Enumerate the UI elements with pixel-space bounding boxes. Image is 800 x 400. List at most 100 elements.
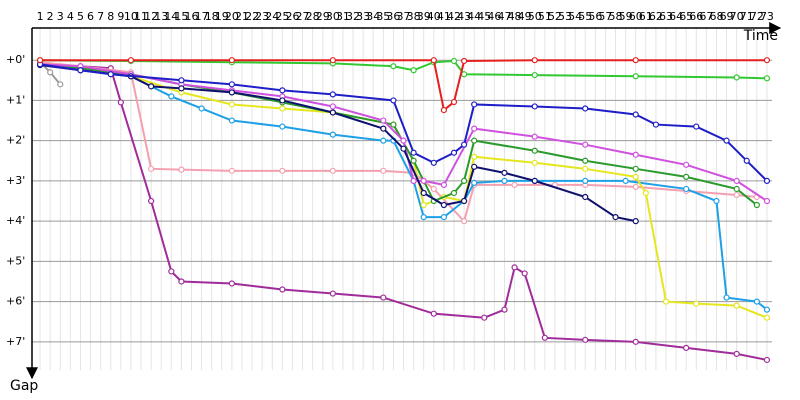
x-tick-label: 24 (265, 10, 279, 23)
x-tick-label: 54 (568, 10, 582, 23)
x-tick-label: 51 (538, 10, 552, 23)
point (228, 57, 235, 64)
point (753, 298, 760, 305)
point (148, 165, 155, 172)
point (148, 197, 155, 205)
x-tick-label: 52 (548, 10, 562, 23)
point (471, 125, 478, 132)
y-tick-label: +0' (6, 53, 25, 66)
x-tick-label: 67 (699, 10, 713, 23)
point (662, 298, 670, 305)
point (410, 177, 417, 184)
point (460, 177, 468, 184)
point (410, 67, 417, 74)
x-tick-label: 19 (215, 10, 229, 23)
point (531, 147, 538, 154)
point (228, 101, 235, 108)
point (329, 57, 336, 64)
point (178, 166, 185, 173)
point (279, 167, 286, 174)
point (763, 356, 771, 364)
point (763, 306, 771, 313)
point (501, 169, 508, 176)
x-tick-label: 13 (154, 10, 168, 23)
point (582, 193, 589, 201)
point (279, 87, 286, 94)
point (390, 97, 397, 104)
point (107, 71, 114, 78)
x-tick-label: 10 (124, 10, 138, 23)
point (683, 344, 690, 351)
point (652, 121, 660, 128)
point (582, 336, 589, 343)
point (329, 131, 336, 138)
x-tick-label: 20 (225, 10, 239, 23)
x-tick-label: 40 (427, 10, 441, 23)
point (763, 314, 771, 321)
point (420, 189, 427, 197)
x-tick-label: 4 (67, 10, 74, 23)
point (228, 89, 235, 96)
y-axis-title: Gap (10, 378, 38, 394)
point (683, 185, 690, 193)
x-tick-label: 66 (689, 10, 703, 23)
point (380, 167, 387, 174)
point (420, 201, 427, 209)
point (420, 214, 427, 221)
point (471, 163, 478, 170)
point (501, 177, 508, 184)
point (733, 191, 740, 199)
x-tick-label: 26 (285, 10, 299, 23)
series-line (40, 63, 768, 361)
point (420, 177, 427, 184)
y-tick-label: +5' (6, 254, 25, 267)
point (531, 103, 538, 110)
x-tick-label: 64 (669, 10, 683, 23)
point (410, 149, 417, 156)
point (501, 306, 508, 313)
point (450, 149, 458, 156)
point (733, 302, 740, 309)
point (471, 179, 478, 187)
point (632, 111, 639, 118)
x-tick-label: 25 (275, 10, 289, 23)
point (450, 189, 458, 197)
point (380, 294, 387, 301)
point (228, 280, 235, 287)
x-tick-label: 5 (77, 10, 84, 23)
point (632, 165, 639, 172)
x-tick-label: 39 (417, 10, 431, 23)
x-tick-label: 31 (336, 10, 350, 23)
x-tick-label: 30 (326, 10, 340, 23)
y-tick-label: +6' (6, 295, 25, 308)
point (430, 185, 437, 193)
point (77, 67, 84, 74)
point (763, 197, 771, 205)
point (531, 133, 538, 140)
x-tick-label: 21 (235, 10, 249, 23)
point (440, 181, 447, 189)
x-tick-label: 15 (174, 10, 188, 23)
x-tick-label: 18 (205, 10, 219, 23)
x-axis-title: Time (743, 28, 778, 44)
point (198, 105, 205, 112)
x-tick-label: 14 (164, 10, 178, 23)
point (450, 98, 458, 106)
point (723, 137, 730, 144)
point (178, 278, 185, 285)
point (410, 157, 417, 164)
point (329, 167, 336, 174)
point (763, 75, 771, 82)
x-tick-label: 63 (659, 10, 673, 23)
x-tick-label: 60 (629, 10, 643, 23)
x-tick-label: 53 (558, 10, 572, 23)
x-tick-label: 43 (457, 10, 471, 23)
point (693, 123, 700, 130)
point (632, 338, 639, 345)
x-tick-label: 16 (185, 10, 199, 23)
point (531, 71, 538, 79)
point (683, 173, 690, 180)
x-tick-label: 69 (720, 10, 734, 23)
